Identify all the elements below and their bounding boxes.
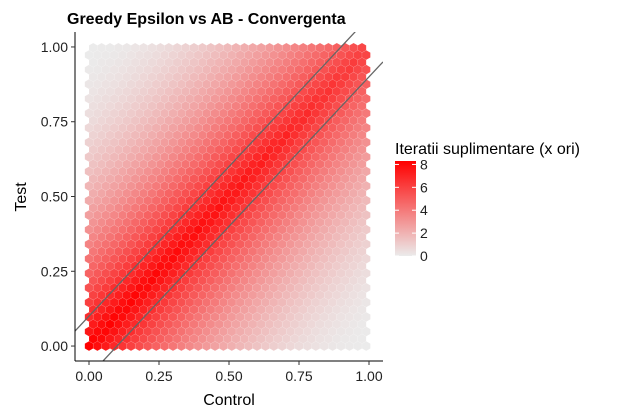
y-tick-label: 1.00 [41, 39, 68, 55]
reference-lines [75, 32, 383, 361]
y-axis-ticks: 0.00 0.25 0.50 0.75 1.00 [41, 39, 75, 354]
legend-tick-label: 4 [420, 202, 428, 218]
x-axis-ticks: 0.00 0.25 0.50 0.75 1.00 [75, 361, 383, 384]
legend-tick-label: 8 [420, 156, 428, 172]
hexbin-layer [84, 42, 371, 352]
x-tick-label: 0.50 [215, 368, 242, 384]
legend-tick-label: 2 [420, 225, 428, 241]
x-tick-label: 0.00 [75, 368, 102, 384]
x-axis-title: Control [203, 392, 255, 409]
x-tick-label: 0.75 [285, 368, 312, 384]
y-tick-label: 0.50 [41, 189, 68, 205]
chart-title: Greedy Epsilon vs AB - Convergenta [67, 11, 346, 28]
y-tick-label: 0.75 [41, 114, 68, 130]
x-tick-label: 0.25 [145, 368, 172, 384]
y-axis-title: Test [13, 182, 30, 212]
y-tick-label: 0.00 [41, 338, 68, 354]
reference-line [75, 32, 356, 332]
legend-ticks: 0 2 4 6 8 [395, 156, 428, 264]
reference-line [102, 61, 383, 361]
legend-tick-label: 6 [420, 179, 428, 195]
legend-colorbar [395, 161, 416, 256]
y-tick-label: 0.25 [41, 263, 68, 279]
hex-cell [357, 42, 367, 53]
legend: Iteratii suplimentare (x ori) 0 2 4 6 8 [395, 141, 580, 264]
legend-tick-label: 0 [420, 248, 428, 264]
legend-title: Iteratii suplimentare (x ori) [395, 141, 580, 158]
x-tick-label: 1.00 [355, 368, 382, 384]
